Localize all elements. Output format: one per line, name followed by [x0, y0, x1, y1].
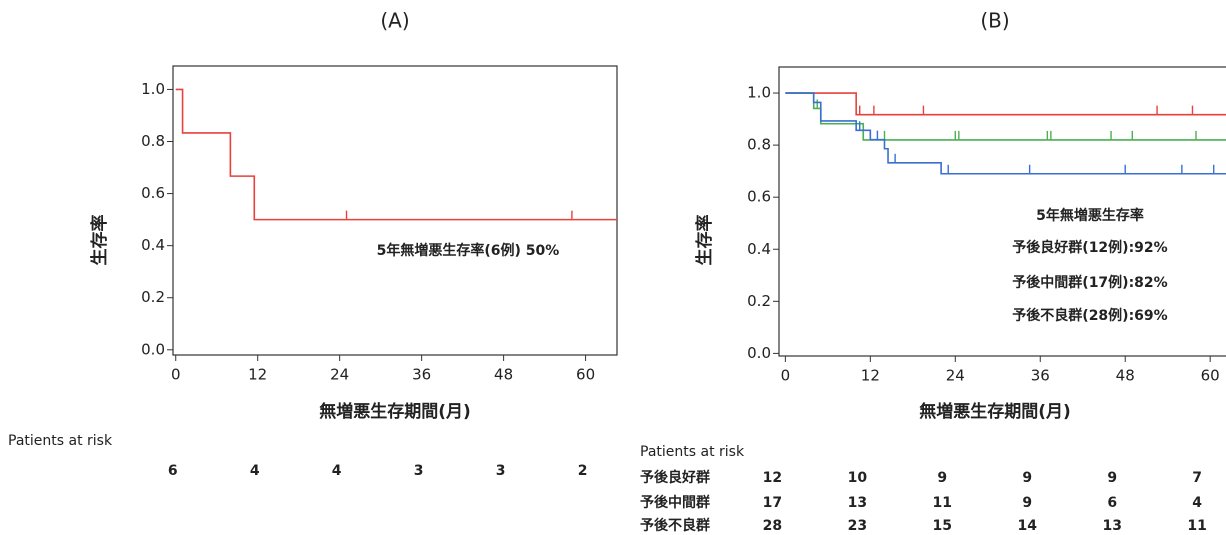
- risk-count: 11: [1187, 518, 1206, 534]
- x-tick-label: 0: [171, 366, 181, 384]
- y-axis-label: 生存率: [694, 215, 715, 266]
- y-tick-label: 0.6: [141, 184, 165, 202]
- y-tick-label: 0.6: [747, 188, 771, 206]
- plot-frame: [778, 66, 1226, 357]
- risk-count: 10: [848, 470, 868, 486]
- y-tick-label: 1.0: [141, 80, 165, 98]
- risk-count: 17: [763, 495, 782, 511]
- y-tick-label: 0.4: [141, 236, 165, 254]
- panel-title: (B): [980, 9, 1009, 33]
- x-tick-label: 48: [494, 366, 513, 384]
- risk-count: 4: [332, 463, 342, 479]
- y-tick-label: 1.0: [747, 84, 771, 102]
- annotation: 予後中間群(17例):82%: [1012, 274, 1167, 291]
- risk-count: 6: [1107, 495, 1117, 511]
- risk-count: 4: [1192, 495, 1202, 511]
- risk-count: 9: [1107, 470, 1117, 486]
- risk-count: 28: [763, 518, 782, 534]
- survival-curve: [785, 92, 1226, 141]
- annotation: 予後不良群(28例):69%: [1012, 307, 1167, 324]
- risk-count: 13: [848, 495, 867, 511]
- x-tick-label: 12: [248, 366, 267, 384]
- risk-count: 2: [578, 463, 588, 479]
- panel-title: (A): [380, 9, 409, 33]
- x-tick-label: 36: [412, 366, 431, 384]
- y-tick-label: 0.2: [141, 288, 165, 306]
- x-tick-label: 60: [576, 366, 595, 384]
- x-tick-label: 60: [1201, 367, 1220, 385]
- y-axis-label: 生存率: [89, 215, 110, 266]
- risk-count: 12: [763, 470, 782, 486]
- x-tick-label: 12: [861, 367, 880, 385]
- y-tick-label: 0.0: [141, 340, 165, 358]
- x-tick-label: 48: [1116, 367, 1135, 385]
- risk-count: 3: [414, 463, 424, 479]
- x-axis-label: 無増悪生存期間(月): [319, 401, 471, 422]
- survival-curve: [785, 92, 1226, 116]
- risk-row-label: 予後不良群: [640, 517, 710, 534]
- risk-count: 9: [937, 470, 947, 486]
- x-axis-label: 無増悪生存期間(月): [919, 401, 1071, 422]
- risk-count: 9: [1022, 470, 1032, 486]
- risk-count: 15: [933, 518, 952, 534]
- x-tick-label: 36: [1031, 367, 1050, 385]
- risk-count: 3: [496, 463, 506, 479]
- plot-frame: [172, 65, 618, 356]
- annotation: 5年無増悪生存率: [1036, 207, 1144, 224]
- x-tick-label: 24: [330, 366, 349, 384]
- y-tick-label: 0.2: [747, 292, 771, 310]
- risk-count: 9: [1022, 495, 1032, 511]
- risk-count: 11: [933, 495, 952, 511]
- risk-table-title: Patients at risk: [640, 444, 745, 460]
- y-tick-label: 0.0: [747, 344, 771, 362]
- x-tick-label: 0: [781, 367, 791, 385]
- x-tick-label: 24: [946, 367, 965, 385]
- y-tick-label: 0.8: [141, 132, 165, 150]
- risk-count: 13: [1102, 518, 1121, 534]
- risk-count: 6: [168, 463, 178, 479]
- y-tick-label: 0.8: [747, 136, 771, 154]
- annotation: 5年無増悪生存率(6例) 50%: [377, 242, 560, 259]
- risk-count: 14: [1018, 518, 1038, 534]
- y-tick-label: 0.4: [747, 240, 771, 258]
- risk-count: 7: [1192, 470, 1202, 486]
- risk-row-label: 予後中間群: [640, 494, 710, 511]
- risk-count: 4: [250, 463, 260, 479]
- risk-count: 23: [848, 518, 867, 534]
- survival-curve: [785, 92, 1226, 175]
- survival-curve: [175, 88, 617, 221]
- risk-row-label: 予後良好群: [640, 469, 710, 486]
- annotation: 予後良好群(12例):92%: [1012, 239, 1167, 256]
- risk-table-title: Patients at risk: [8, 433, 113, 449]
